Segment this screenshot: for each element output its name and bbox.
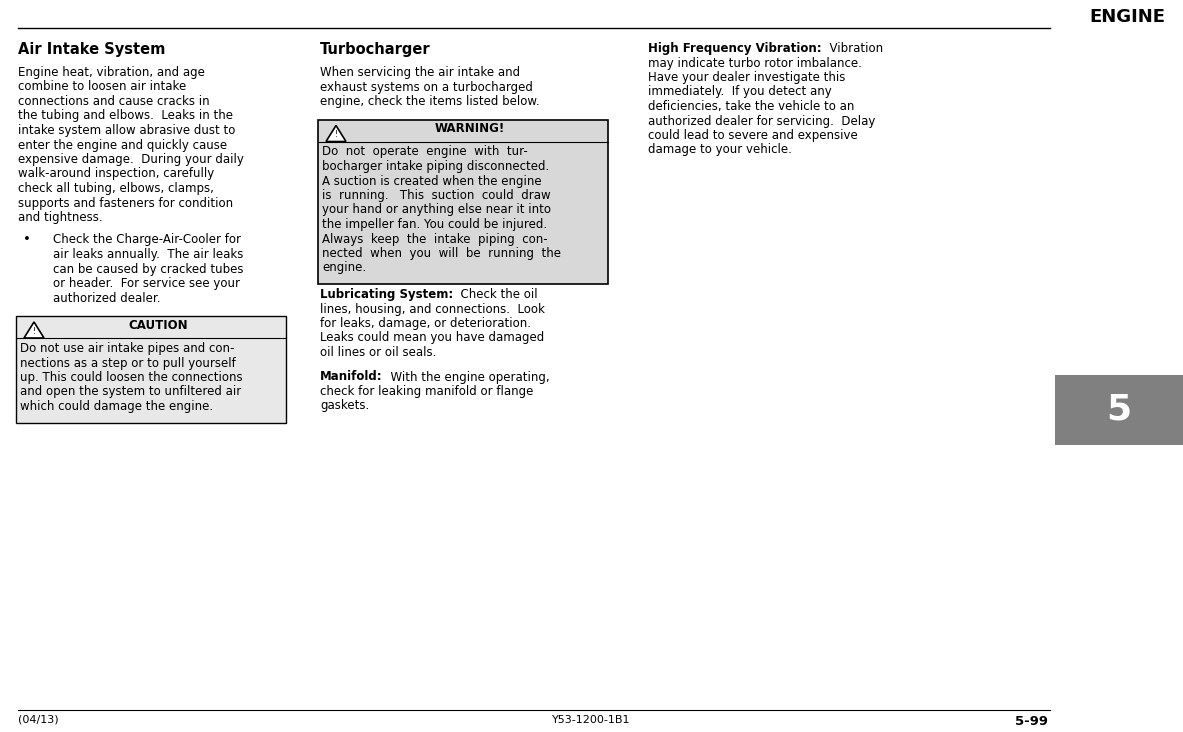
Text: High Frequency Vibration:: High Frequency Vibration:: [648, 42, 822, 55]
Text: nections as a step or to pull yourself: nections as a step or to pull yourself: [20, 356, 235, 370]
Text: air leaks annually.  The air leaks: air leaks annually. The air leaks: [53, 248, 244, 261]
Polygon shape: [327, 125, 345, 141]
Text: Do  not  operate  engine  with  tur-: Do not operate engine with tur-: [322, 146, 528, 159]
Polygon shape: [24, 322, 44, 338]
Text: Engine heat, vibration, and age: Engine heat, vibration, and age: [18, 66, 205, 79]
Text: A suction is created when the engine: A suction is created when the engine: [322, 174, 542, 187]
Text: 5: 5: [1106, 393, 1132, 427]
Text: oil lines or oil seals.: oil lines or oil seals.: [319, 346, 437, 359]
Text: and open the system to unfiltered air: and open the system to unfiltered air: [20, 386, 241, 398]
Text: intake system allow abrasive dust to: intake system allow abrasive dust to: [18, 124, 235, 137]
Text: Y53-1200-1B1: Y53-1200-1B1: [551, 715, 631, 725]
Text: check for leaking manifold or flange: check for leaking manifold or flange: [319, 385, 534, 398]
Text: !: !: [335, 130, 337, 139]
Text: Manifold:: Manifold:: [319, 370, 382, 384]
Text: ENGINE: ENGINE: [1090, 8, 1165, 26]
Text: immediately.  If you detect any: immediately. If you detect any: [648, 86, 832, 99]
Text: engine.: engine.: [322, 261, 366, 274]
Text: your hand or anything else near it into: your hand or anything else near it into: [322, 203, 551, 217]
Text: connections and cause cracks in: connections and cause cracks in: [18, 95, 209, 108]
Text: enter the engine and quickly cause: enter the engine and quickly cause: [18, 138, 227, 152]
Text: Always  keep  the  intake  piping  con-: Always keep the intake piping con-: [322, 233, 548, 245]
Text: may indicate turbo rotor imbalance.: may indicate turbo rotor imbalance.: [648, 56, 862, 70]
Text: 5-99: 5-99: [1015, 715, 1048, 728]
Text: is  running.   This  suction  could  draw: is running. This suction could draw: [322, 189, 550, 202]
Text: Check the Charge-Air-Cooler for: Check the Charge-Air-Cooler for: [53, 234, 241, 247]
Text: Lubricating System:: Lubricating System:: [319, 288, 453, 301]
Text: With the engine operating,: With the engine operating,: [382, 370, 549, 384]
Text: the impeller fan. You could be injured.: the impeller fan. You could be injured.: [322, 218, 547, 231]
Text: (04/13): (04/13): [18, 715, 59, 725]
Text: CAUTION: CAUTION: [128, 319, 188, 332]
Text: Air Intake System: Air Intake System: [18, 42, 166, 57]
Text: expensive damage.  During your daily: expensive damage. During your daily: [18, 153, 244, 166]
Text: and tightness.: and tightness.: [18, 211, 103, 224]
Text: Vibration: Vibration: [822, 42, 883, 55]
Text: or header.  For service see your: or header. For service see your: [53, 277, 240, 290]
Text: lines, housing, and connections.  Look: lines, housing, and connections. Look: [319, 302, 545, 315]
Text: Turbocharger: Turbocharger: [319, 42, 431, 57]
Text: could lead to severe and expensive: could lead to severe and expensive: [648, 129, 858, 142]
Text: for leaks, damage, or deterioration.: for leaks, damage, or deterioration.: [319, 317, 531, 330]
Text: check all tubing, elbows, clamps,: check all tubing, elbows, clamps,: [18, 182, 214, 195]
FancyBboxPatch shape: [1055, 375, 1183, 445]
Text: •: •: [22, 234, 31, 247]
Text: gaskets.: gaskets.: [319, 400, 369, 413]
Text: can be caused by cracked tubes: can be caused by cracked tubes: [53, 263, 244, 275]
FancyBboxPatch shape: [17, 316, 286, 422]
Text: the tubing and elbows.  Leaks in the: the tubing and elbows. Leaks in the: [18, 110, 233, 122]
FancyBboxPatch shape: [318, 119, 608, 284]
Text: authorized dealer.: authorized dealer.: [53, 291, 161, 305]
Text: damage to your vehicle.: damage to your vehicle.: [648, 143, 791, 157]
Text: nected  when  you  will  be  running  the: nected when you will be running the: [322, 247, 561, 260]
Text: Have your dealer investigate this: Have your dealer investigate this: [648, 71, 846, 84]
Text: authorized dealer for servicing.  Delay: authorized dealer for servicing. Delay: [648, 114, 875, 127]
Text: engine, check the items listed below.: engine, check the items listed below.: [319, 95, 539, 108]
Text: combine to loosen air intake: combine to loosen air intake: [18, 81, 186, 94]
Text: deficiencies, take the vehicle to an: deficiencies, take the vehicle to an: [648, 100, 854, 113]
Text: up. This could loosen the connections: up. This could loosen the connections: [20, 371, 243, 384]
Text: bocharger intake piping disconnected.: bocharger intake piping disconnected.: [322, 160, 549, 173]
Text: Leaks could mean you have damaged: Leaks could mean you have damaged: [319, 332, 544, 345]
Text: When servicing the air intake and: When servicing the air intake and: [319, 66, 521, 79]
Text: Check the oil: Check the oil: [453, 288, 538, 301]
Text: !: !: [32, 326, 35, 335]
Text: exhaust systems on a turbocharged: exhaust systems on a turbocharged: [319, 81, 532, 94]
Text: Do not use air intake pipes and con-: Do not use air intake pipes and con-: [20, 342, 234, 355]
Text: supports and fasteners for condition: supports and fasteners for condition: [18, 196, 233, 209]
Text: which could damage the engine.: which could damage the engine.: [20, 400, 213, 413]
Text: WARNING!: WARNING!: [435, 122, 505, 135]
Text: walk-around inspection, carefully: walk-around inspection, carefully: [18, 168, 214, 181]
